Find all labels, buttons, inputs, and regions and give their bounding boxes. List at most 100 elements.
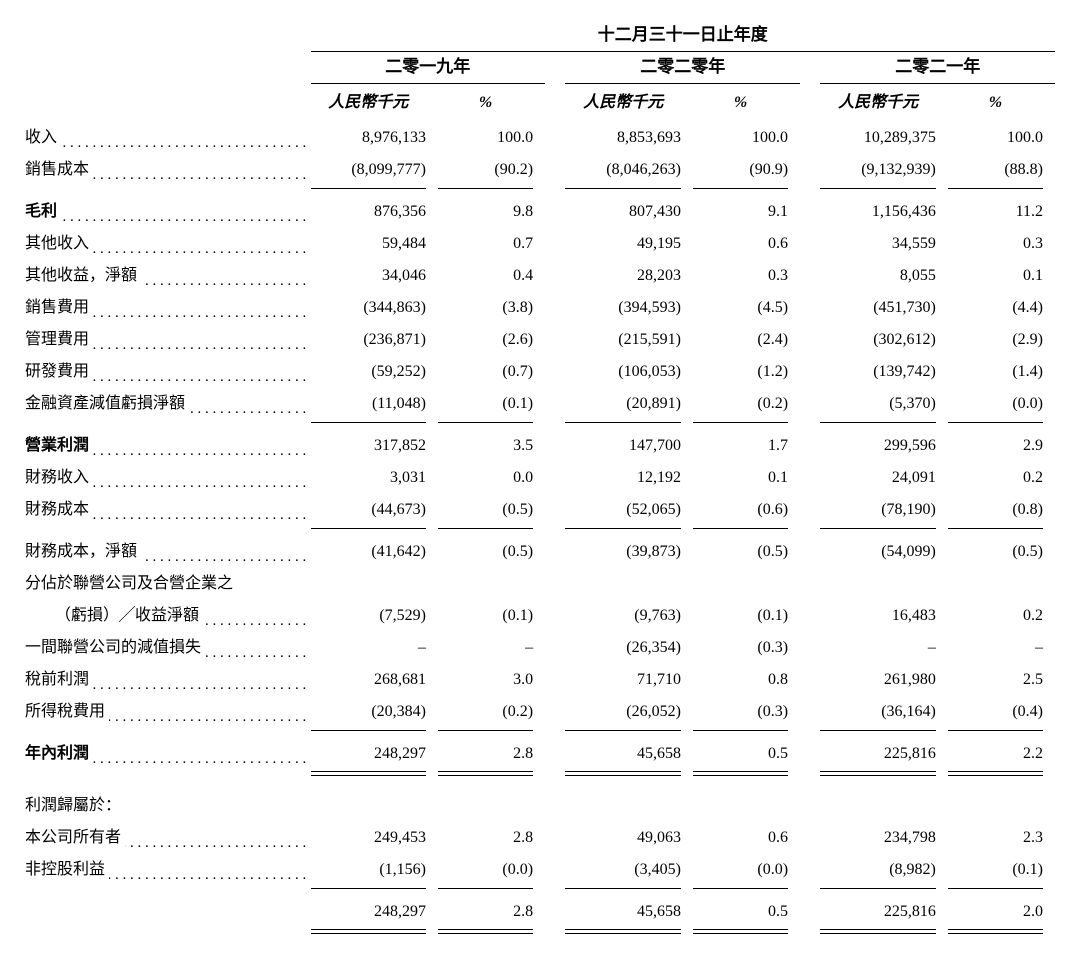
cell-value: 225,816	[820, 738, 947, 770]
cell-value: (52,065)	[565, 494, 692, 526]
row-label: 銷售成本	[25, 154, 311, 186]
row-label: 銷售費用	[25, 292, 311, 324]
cell-pct: (0.0)	[438, 854, 545, 886]
cell-value: 248,297	[311, 896, 438, 928]
row-label: 所得稅費用	[25, 696, 311, 728]
header-sub-pct-2: %	[948, 84, 1055, 123]
cell-value: 317,852	[311, 430, 438, 462]
cell-pct: (0.1)	[438, 388, 545, 420]
cell-value: 234,798	[820, 822, 947, 854]
cell-value: (9,132,939)	[820, 154, 947, 186]
cell-value: (78,190)	[820, 494, 947, 526]
row-label: 年內利潤	[25, 738, 311, 770]
cell-pct: 0.7	[438, 228, 545, 260]
table-row: 財務成本(44,673)(0.5)(52,065)(0.6)(78,190)(0…	[25, 494, 1055, 526]
cell-value: 8,853,693	[565, 122, 692, 154]
row-label: 利潤歸屬於：	[25, 790, 311, 822]
table-row: 所得稅費用(20,384)(0.2)(26,052)(0.3)(36,164)(…	[25, 696, 1055, 728]
cell-pct: (4.4)	[948, 292, 1055, 324]
cell-pct: 0.3	[948, 228, 1055, 260]
cell-pct: 2.0	[948, 896, 1055, 928]
cell-pct: 2.8	[438, 738, 545, 770]
cell-value: –	[820, 632, 947, 664]
row-label: 財務收入	[25, 462, 311, 494]
cell-value: 248,297	[311, 738, 438, 770]
cell-pct: (0.0)	[693, 854, 800, 886]
cell-value: (8,046,263)	[565, 154, 692, 186]
cell-value: 8,976,133	[311, 122, 438, 154]
table-row: 本公司所有者249,4532.849,0630.6234,7982.3	[25, 822, 1055, 854]
cell-pct: 100.0	[948, 122, 1055, 154]
cell-value: 807,430	[565, 196, 692, 228]
cell-value: (39,873)	[565, 536, 692, 568]
cell-value: (139,742)	[820, 356, 947, 388]
table-row: 財務成本，淨額(41,642)(0.5)(39,873)(0.5)(54,099…	[25, 536, 1055, 568]
cell-pct: 9.8	[438, 196, 545, 228]
cell-value: 71,710	[565, 664, 692, 696]
table-row: 營業利潤317,8523.5147,7001.7299,5962.9	[25, 430, 1055, 462]
cell-pct: (0.5)	[948, 536, 1055, 568]
header-super: 十二月三十一日止年度	[311, 20, 1055, 52]
cell-value: 49,063	[565, 822, 692, 854]
cell-pct: (0.7)	[438, 356, 545, 388]
table-row: 一間聯營公司的減值損失––(26,354)(0.3)––	[25, 632, 1055, 664]
cell-pct: (0.2)	[693, 388, 800, 420]
cell-value: 24,091	[820, 462, 947, 494]
cell-value: –	[311, 632, 438, 664]
row-label: 收入	[25, 122, 311, 154]
cell-pct: 3.5	[438, 430, 545, 462]
cell-value: (215,591)	[565, 324, 692, 356]
cell-pct: 2.8	[438, 896, 545, 928]
cell-pct: (0.6)	[693, 494, 800, 526]
cell-pct: 9.1	[693, 196, 800, 228]
header-year-1: 二零二零年	[565, 52, 800, 84]
cell-pct: 100.0	[693, 122, 800, 154]
cell-pct: (0.5)	[438, 494, 545, 526]
cell-value: 3,031	[311, 462, 438, 494]
cell-value: 16,483	[820, 600, 947, 632]
cell-value: 8,055	[820, 260, 947, 292]
table-row: 其他收入59,4840.749,1950.634,5590.3	[25, 228, 1055, 260]
cell-value: (8,982)	[820, 854, 947, 886]
table-row: 分佔於聯營公司及合營企業之	[25, 568, 1055, 600]
table-row: 管理費用(236,871)(2.6)(215,591)(2.4)(302,612…	[25, 324, 1055, 356]
cell-pct: (0.2)	[438, 696, 545, 728]
cell-value: 10,289,375	[820, 122, 947, 154]
cell-pct: (3.8)	[438, 292, 545, 324]
cell-pct: 0.0	[438, 462, 545, 494]
cell-pct: (0.5)	[693, 536, 800, 568]
cell-value: 34,559	[820, 228, 947, 260]
cell-value: (5,370)	[820, 388, 947, 420]
table-row: 銷售成本(8,099,777)(90.2)(8,046,263)(90.9)(9…	[25, 154, 1055, 186]
cell-pct: 100.0	[438, 122, 545, 154]
table-row: 248,2972.845,6580.5225,8162.0	[25, 896, 1055, 928]
cell-value: (41,642)	[311, 536, 438, 568]
cell-pct: (0.0)	[948, 388, 1055, 420]
row-label: 金融資產減值虧損淨額	[25, 388, 311, 420]
row-label: 本公司所有者	[25, 822, 311, 854]
cell-pct: 0.2	[948, 462, 1055, 494]
cell-pct: 2.9	[948, 430, 1055, 462]
row-label: 管理費用	[25, 324, 311, 356]
cell-pct: (2.4)	[693, 324, 800, 356]
cell-pct: –	[948, 632, 1055, 664]
table-row: 財務收入3,0310.012,1920.124,0910.2	[25, 462, 1055, 494]
row-label: 財務成本	[25, 494, 311, 526]
cell-value: 49,195	[565, 228, 692, 260]
cell-pct: (88.8)	[948, 154, 1055, 186]
header-sub-pct-1: %	[693, 84, 800, 123]
cell-value: 59,484	[311, 228, 438, 260]
table-row: （虧損）╱收益淨額(7,529)(0.1)(9,763)(0.1)16,4830…	[25, 600, 1055, 632]
header-sub-money-1: 人民幣千元	[565, 84, 692, 123]
cell-pct: (1.2)	[693, 356, 800, 388]
cell-pct: 2.8	[438, 822, 545, 854]
cell-pct: (0.3)	[693, 696, 800, 728]
cell-value: (54,099)	[820, 536, 947, 568]
cell-pct: 2.5	[948, 664, 1055, 696]
header-sub-money-2: 人民幣千元	[820, 84, 947, 123]
cell-pct: 0.1	[948, 260, 1055, 292]
cell-value: 225,816	[820, 896, 947, 928]
cell-pct: (0.4)	[948, 696, 1055, 728]
cell-value: (8,099,777)	[311, 154, 438, 186]
cell-value: (451,730)	[820, 292, 947, 324]
